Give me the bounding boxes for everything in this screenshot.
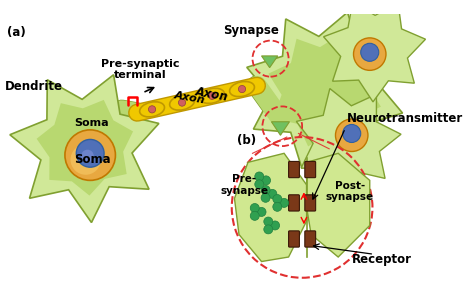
Text: Post-
synapse: Post- synapse [326, 181, 374, 202]
Polygon shape [36, 100, 133, 196]
FancyBboxPatch shape [289, 231, 300, 247]
Circle shape [65, 130, 116, 180]
Circle shape [255, 172, 264, 181]
Polygon shape [268, 34, 381, 146]
FancyBboxPatch shape [305, 161, 316, 178]
Circle shape [268, 189, 277, 198]
Circle shape [273, 195, 282, 203]
Text: (a): (a) [7, 26, 26, 39]
Circle shape [264, 225, 273, 234]
FancyBboxPatch shape [305, 231, 316, 247]
Circle shape [238, 86, 246, 93]
Circle shape [178, 99, 186, 106]
Circle shape [76, 139, 104, 167]
Circle shape [209, 92, 216, 99]
Circle shape [280, 198, 289, 208]
Text: Axon: Axon [194, 86, 229, 104]
Text: Synapse: Synapse [223, 24, 279, 37]
Circle shape [271, 221, 280, 230]
Polygon shape [307, 153, 370, 257]
Circle shape [336, 119, 368, 151]
Text: Dendrite: Dendrite [5, 80, 63, 93]
Circle shape [354, 38, 386, 70]
Text: Axon: Axon [173, 91, 206, 106]
Text: Receptor: Receptor [352, 253, 412, 266]
Circle shape [273, 202, 282, 211]
Text: Pre-synaptic
terminal: Pre-synaptic terminal [100, 59, 179, 80]
Ellipse shape [229, 81, 255, 97]
Circle shape [257, 208, 266, 216]
Polygon shape [272, 122, 290, 135]
Text: Soma: Soma [75, 118, 109, 128]
Polygon shape [10, 75, 159, 223]
Circle shape [71, 144, 101, 175]
Ellipse shape [140, 102, 164, 117]
Polygon shape [235, 153, 307, 262]
FancyBboxPatch shape [305, 195, 316, 211]
Ellipse shape [200, 88, 225, 103]
FancyBboxPatch shape [289, 161, 300, 178]
Polygon shape [324, 2, 426, 102]
Circle shape [261, 186, 270, 195]
Ellipse shape [170, 95, 194, 110]
Circle shape [343, 124, 361, 143]
Circle shape [264, 217, 273, 226]
Circle shape [361, 43, 379, 61]
Polygon shape [247, 12, 402, 168]
Text: (b): (b) [237, 134, 256, 147]
Circle shape [262, 176, 271, 185]
Circle shape [261, 193, 270, 202]
Circle shape [255, 180, 264, 189]
Circle shape [148, 106, 155, 113]
Polygon shape [296, 88, 401, 193]
FancyBboxPatch shape [289, 195, 300, 211]
Circle shape [250, 211, 259, 220]
Text: Pre-
synapse: Pre- synapse [220, 174, 268, 196]
Polygon shape [262, 56, 278, 68]
Circle shape [250, 203, 259, 213]
Circle shape [81, 150, 94, 162]
Text: Soma: Soma [74, 153, 111, 166]
Text: Neurotransmitter: Neurotransmitter [347, 112, 464, 125]
